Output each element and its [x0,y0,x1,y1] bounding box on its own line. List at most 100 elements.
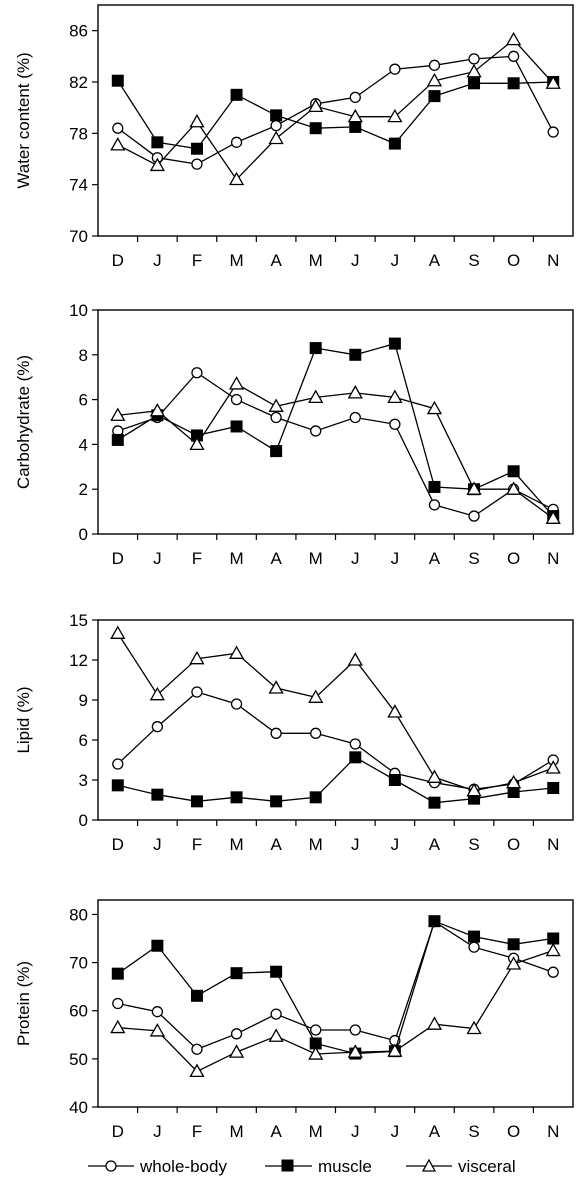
data-point-muscle [230,791,243,804]
data-point-visceral [387,1043,403,1057]
series-muscle [111,74,560,155]
data-point-muscle [190,795,203,808]
legend-label-whole-body: whole-body [139,1157,227,1176]
data-point-whole-body [310,1024,322,1036]
y-tick-label: 60 [69,1002,88,1021]
data-point-muscle [230,88,243,101]
series-line-muscle [117,920,554,1055]
data-point-muscle [388,774,401,786]
series-visceral [110,625,561,797]
x-tick-label: M [309,1122,323,1141]
x-tick-label: A [270,835,282,854]
data-point-visceral [228,645,245,659]
data-point-whole-body [270,411,282,424]
series-line-whole-body [117,55,554,165]
data-point-whole-body [112,758,124,770]
series-line-muscle [117,80,554,150]
y-tick-label: 12 [69,651,88,670]
data-point-muscle [230,420,243,433]
x-tick-label: J [391,1122,400,1141]
data-point-visceral [545,942,561,957]
data-point-muscle [349,120,362,133]
legend-item-whole-body: whole-body [88,1157,227,1176]
x-tick-label: N [547,1122,559,1141]
data-point-muscle [111,74,124,87]
data-point-muscle [270,965,283,978]
data-point-visceral [426,769,443,783]
data-point-visceral [110,407,126,421]
x-tick-label: A [270,549,282,568]
data-point-visceral [387,108,403,123]
data-point-whole-body [230,698,243,710]
x-tick-label: J [153,549,162,568]
data-point-whole-body [270,119,282,132]
data-point-visceral [545,760,561,774]
data-point-whole-body [389,63,401,75]
legend-label-muscle: muscle [318,1157,372,1176]
data-point-whole-body [230,136,243,148]
x-tick-label: F [192,549,202,568]
series-visceral [110,376,561,524]
data-point-visceral [189,650,205,665]
x-tick-label: M [229,251,243,270]
data-point-whole-body [310,727,322,739]
x-tick-label: J [351,549,360,568]
series-visceral [110,942,561,1078]
data-point-visceral [149,402,165,417]
data-point-visceral [347,652,363,666]
data-point-muscle [428,480,441,493]
data-point-whole-body [230,393,243,406]
x-tick-label: M [229,1122,243,1141]
data-point-visceral [268,130,284,145]
y-tick-label: 9 [79,691,88,710]
data-point-muscle [309,791,322,804]
data-point-muscle [547,932,560,945]
x-tick-label: A [270,1122,282,1141]
panel-lipid: 0 3 6 9 12 15 D J F M A M J J A S O N Lipid (%) [14,611,574,854]
x-tick-label: A [429,251,441,270]
data-point-whole-body [230,1028,243,1040]
x-tick-label: J [391,251,400,270]
y-tick-label: 2 [79,480,88,499]
x-tick-label: A [429,1122,441,1141]
data-point-muscle [230,967,243,980]
data-point-whole-body [468,510,480,522]
series-line-visceral [117,383,554,519]
legend-item-muscle: muscle [265,1157,372,1176]
data-point-muscle [349,751,362,764]
x-tick-label: S [468,549,479,568]
data-point-muscle [349,348,362,361]
data-point-muscle [190,142,203,155]
y-axis-title: Carbohydrate (%) [14,355,33,489]
data-point-whole-body [151,721,164,733]
data-point-visceral [228,376,245,390]
plot-frame [97,619,574,821]
plot-frame [97,899,574,1108]
data-point-muscle [309,342,322,355]
x-tick-label: J [153,251,162,270]
data-point-visceral [387,704,403,718]
data-point-visceral [506,956,522,970]
data-point-visceral [189,113,205,128]
legend-label-visceral: visceral [458,1157,516,1176]
series-line-visceral [117,632,554,792]
panel-carbohydrate: 0 2 4 6 8 10 D J F M A M J J A S O N Carbohydrate (%) [14,301,574,568]
panel-water-content: 70 74 78 82 86 D J F M A M J J A S O N Water content (%) [14,4,574,270]
data-point-visceral [308,98,324,113]
data-point-visceral [466,63,482,78]
y-tick-label: 4 [79,435,88,454]
data-point-muscle [428,796,441,809]
y-axis-title: Protein (%) [14,961,33,1046]
data-point-whole-body [547,966,559,978]
data-point-whole-body [428,59,441,71]
x-tick-label: O [507,549,520,568]
series-whole-body [112,916,559,1055]
plot-frame [97,4,574,237]
data-point-whole-body [349,91,361,104]
data-point-muscle [151,136,164,149]
data-point-whole-body [547,126,559,138]
x-tick-label: N [547,251,559,270]
y-tick-label: 82 [69,73,88,92]
x-tick-label: J [351,835,360,854]
data-point-muscle [111,433,124,446]
